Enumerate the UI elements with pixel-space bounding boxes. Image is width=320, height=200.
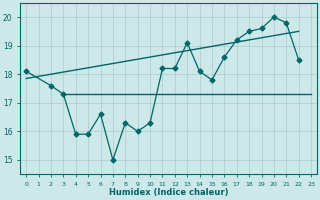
- X-axis label: Humidex (Indice chaleur): Humidex (Indice chaleur): [109, 188, 228, 197]
